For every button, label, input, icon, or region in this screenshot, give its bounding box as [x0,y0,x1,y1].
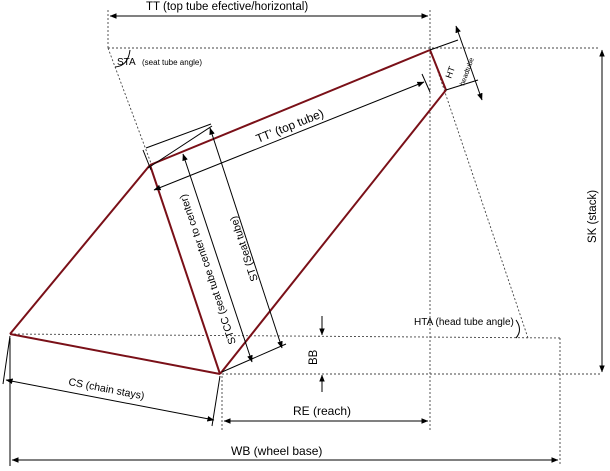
hta-label: HTA (head tube angle) [414,317,514,328]
labels: TT (top tube efective/horizontal) STA (s… [67,1,599,458]
cs-label: CS (chain stays) [67,376,145,402]
head-tube-extension-line [429,47,529,339]
st-label: ST (Seat tube) [228,214,261,282]
seat-stay [9,164,151,335]
head-tube [429,49,447,91]
reference-lines [9,10,600,466]
st-tick-top [147,125,213,169]
hta-arc [515,319,520,339]
sk-label: SK (stack) [587,190,599,243]
sta-label: STA [117,57,136,68]
tt-prime-tick-right [421,73,431,93]
top-tube [149,49,431,166]
re-label: RE (reach) [293,404,351,418]
seat-tube-extension-line [107,47,153,167]
bb-label: BB [308,349,320,365]
ht-desc-label: headtube [459,57,476,87]
stcc-label: STCC (seat tube center to center) [177,193,238,346]
tt-prime-dimension-arrow [153,81,425,191]
ht-label: HT [443,65,457,80]
tt-label: TT (top tube efective/horizontal) [146,1,308,13]
sta-desc-label: (seat tube angle) [142,58,202,67]
st-dimension-line [209,127,283,349]
cs-tick-right [211,375,221,427]
chain-stay [9,333,221,375]
sta-arc [114,49,131,68]
cs-dimension-line [5,378,215,422]
angle-markers [114,49,520,339]
ht-dimension-line [455,25,483,101]
wb-label: WB (wheel base) [231,444,322,458]
st-tick-bottom [221,343,287,373]
dimension-lines [2,13,605,466]
cs-tick-left [2,335,11,385]
axle-reference-line [9,333,561,339]
ht-tick-top [429,39,459,51]
